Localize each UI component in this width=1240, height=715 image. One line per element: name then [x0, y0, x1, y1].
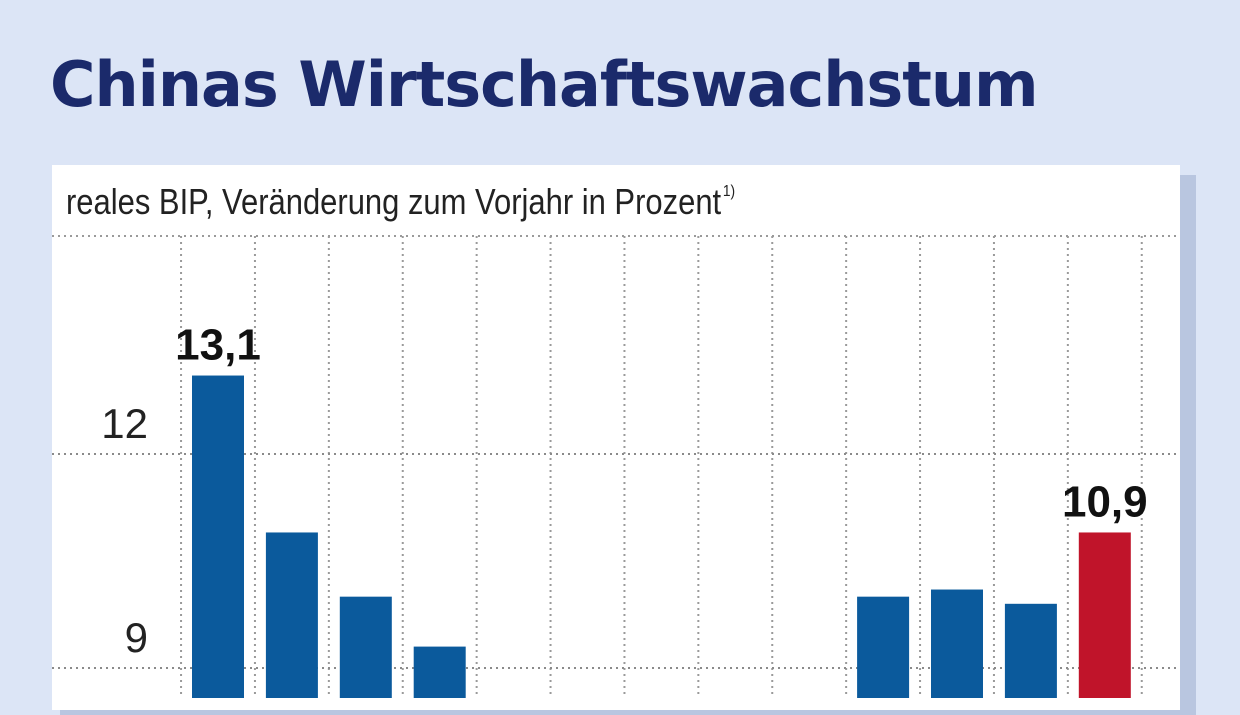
bar: [339, 596, 392, 698]
data-label: 10,9: [1062, 477, 1148, 526]
bar: [192, 375, 244, 698]
bar: [265, 532, 318, 698]
bar: [413, 646, 466, 698]
bar: [1004, 603, 1057, 698]
bar-chart: 9 12 13,1 10,9: [52, 235, 1180, 698]
bar: [857, 596, 910, 698]
bar: [1078, 532, 1131, 698]
subtitle-text: reales BIP, Veränderung zum Vorjahr in P…: [66, 181, 722, 222]
data-label: 13,1: [175, 321, 261, 370]
footnote-mark: 1): [722, 183, 736, 200]
chart-title: Chinas Wirtschaftswachstum: [50, 48, 1039, 121]
chart-subtitle: reales BIP, Veränderung zum Vorjahr in P…: [66, 181, 735, 223]
bar: [931, 589, 983, 698]
y-tick-label: 12: [101, 400, 148, 447]
y-tick-label: 9: [125, 614, 148, 661]
